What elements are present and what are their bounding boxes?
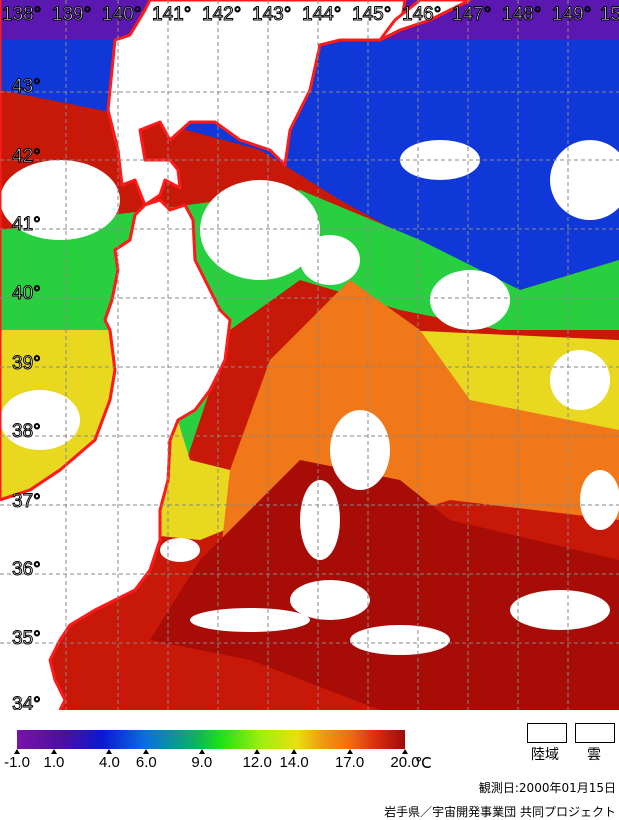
scale-tick-label: 17.0 <box>334 754 365 771</box>
cloud-label: 雲 <box>587 747 601 763</box>
temperature-color-scale <box>17 730 405 749</box>
scale-tick-mark <box>14 749 20 754</box>
lon-label: 138° <box>2 4 41 25</box>
scale-tick-label: 1.0 <box>43 754 65 771</box>
cloud-cover <box>0 140 619 655</box>
scale-tick-label: 14.0 <box>279 754 309 771</box>
scale-tick-mark <box>106 749 113 754</box>
scale-tick-label: 4.0 <box>98 754 120 771</box>
scale-tick-label: 20.0 <box>390 754 420 771</box>
lat-label: 34° <box>12 694 41 710</box>
scale-tick-mark <box>198 749 205 754</box>
scale-tick-mark <box>402 749 408 754</box>
cloud-swatch <box>575 723 615 743</box>
lat-label: 40° <box>12 283 41 304</box>
sst-darkred-zone <box>150 460 619 710</box>
lat-label: 43° <box>12 76 41 97</box>
graticule <box>0 0 619 710</box>
scale-tick-mark <box>254 749 261 754</box>
lat-label: 39° <box>12 353 41 374</box>
lon-label: 148° <box>502 4 541 25</box>
lon-label: 144° <box>302 4 341 25</box>
lat-label: 37° <box>12 491 41 512</box>
lat-label: 35° <box>12 628 41 649</box>
unit-label: ℃ <box>415 755 432 772</box>
coast-honshu-line <box>0 198 232 710</box>
sea-surface-temperature-map: 138° 139° 140° 141° 142° 143° 144° 145° … <box>0 0 619 710</box>
lon-label: 149° <box>552 4 591 25</box>
lat-label: 42° <box>12 146 41 167</box>
land-honshu-fill <box>0 200 230 710</box>
land-kuril <box>378 0 472 42</box>
observation-date: 観測日:2000年01月15日 <box>478 781 616 795</box>
lon-label: 140° <box>102 4 141 25</box>
scale-tick-label: 9.0 <box>191 754 213 771</box>
lon-label: 141° <box>152 4 191 25</box>
latitude-labels: 43° 42° 41° 40° 39° 38° 37° 36° 35° 34° <box>12 76 42 711</box>
land-label: 陸域 <box>531 747 559 763</box>
lon-label: 15 <box>600 4 619 25</box>
scale-tick-label: 6.0 <box>135 754 157 771</box>
longitude-labels: 138° 139° 140° 141° 142° 143° 144° 145° … <box>2 4 619 26</box>
scale-tick-label: 12.0 <box>242 754 272 771</box>
lon-label: 146° <box>402 4 441 25</box>
scale-tick-mark <box>50 749 57 754</box>
land-swatch <box>527 723 567 743</box>
scale-tick-mark <box>291 749 298 754</box>
lon-label: 142° <box>202 4 241 25</box>
scale-tick-mark <box>143 749 150 754</box>
lon-label: 139° <box>52 4 91 25</box>
lat-label: 41° <box>12 214 41 235</box>
lat-label: 36° <box>12 559 41 580</box>
coastline <box>0 0 472 710</box>
lon-label: 143° <box>252 4 291 25</box>
scale-tick-mark <box>346 749 353 754</box>
lon-label: 147° <box>452 4 491 25</box>
scale-tick-label: -1.0 <box>4 754 30 771</box>
credit-text: 岩手県／宇宙開発事業団 共同プロジェクト <box>384 805 616 819</box>
lat-label: 38° <box>12 421 41 442</box>
lon-label: 145° <box>352 4 391 25</box>
